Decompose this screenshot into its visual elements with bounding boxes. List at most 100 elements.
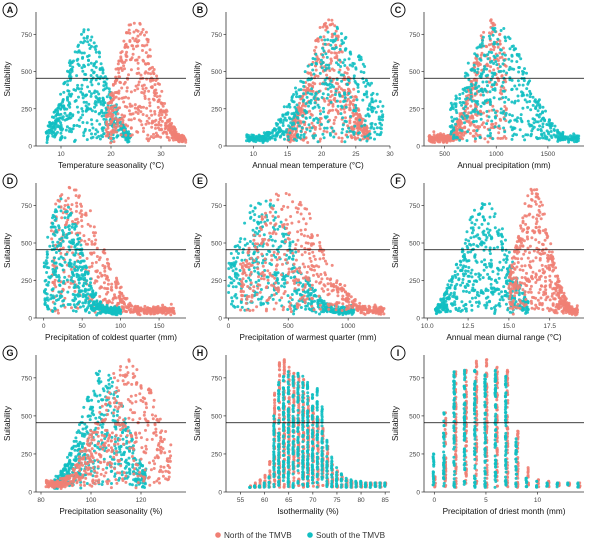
north-point	[303, 104, 307, 108]
south-point	[285, 118, 288, 122]
south-point	[98, 55, 101, 59]
south-point	[104, 311, 108, 315]
north-point	[504, 64, 508, 68]
north-point	[490, 123, 494, 126]
north-point	[54, 202, 58, 206]
north-point	[343, 284, 347, 288]
south-point	[492, 42, 496, 46]
south-point	[47, 280, 51, 284]
north-point	[296, 230, 300, 234]
south-point	[324, 81, 328, 85]
north-point	[248, 273, 252, 277]
north-point	[116, 122, 120, 126]
north-point	[297, 220, 301, 224]
north-point	[148, 101, 152, 105]
south-point	[322, 106, 325, 110]
south-point	[547, 132, 551, 136]
south-point	[320, 123, 323, 126]
south-point	[571, 134, 575, 138]
south-point	[357, 54, 361, 58]
north-point	[93, 242, 96, 246]
south-point	[270, 136, 274, 140]
south-point	[71, 65, 75, 69]
panel-letter: B	[197, 5, 204, 15]
x-axis-label: Temperature seasonality (°C)	[58, 161, 164, 170]
south-point	[229, 265, 233, 269]
south-point	[57, 257, 61, 261]
south-point	[492, 108, 496, 112]
south-point	[229, 252, 233, 255]
north-point	[469, 104, 473, 108]
south-point	[53, 233, 57, 237]
north-point	[169, 313, 173, 317]
south-point	[329, 133, 332, 137]
north-point	[348, 103, 352, 107]
south-point	[363, 65, 367, 68]
south-point	[485, 80, 489, 84]
south-point	[473, 107, 477, 111]
north-point	[123, 114, 127, 118]
north-point	[458, 124, 462, 128]
north-point	[325, 130, 329, 134]
south-point	[52, 116, 56, 119]
north-point	[313, 268, 316, 272]
south-point	[353, 124, 357, 128]
south-point	[481, 35, 485, 39]
south-point	[499, 111, 503, 115]
north-point	[92, 251, 96, 255]
south-point	[98, 307, 102, 310]
south-point	[286, 111, 290, 115]
south-point	[526, 82, 530, 86]
south-point	[86, 85, 90, 89]
south-point	[319, 58, 323, 62]
south-point	[77, 87, 81, 91]
north-point	[143, 71, 147, 75]
north-point	[144, 122, 148, 126]
north-point	[49, 229, 53, 233]
y-tick-label: 500	[409, 69, 420, 76]
south-point	[238, 269, 242, 272]
south-point	[347, 57, 351, 61]
south-point	[374, 122, 377, 126]
south-point	[313, 101, 317, 105]
north-point	[125, 89, 129, 93]
south-point	[462, 111, 466, 115]
south-point	[62, 90, 66, 94]
south-point	[87, 102, 91, 106]
north-point	[67, 285, 71, 289]
south-point	[271, 244, 275, 248]
x-tick-label: 500	[439, 151, 450, 158]
north-point	[304, 222, 308, 226]
south-point	[79, 40, 83, 44]
south-point	[525, 87, 529, 91]
north-point	[307, 82, 311, 86]
south-point	[491, 88, 495, 91]
north-point	[316, 233, 319, 237]
south-point	[235, 249, 239, 253]
north-point	[293, 287, 297, 291]
south-point	[282, 105, 286, 109]
south-point	[476, 102, 480, 106]
south-point	[64, 210, 67, 214]
north-point	[163, 124, 167, 127]
north-point	[286, 205, 290, 209]
south-point	[89, 277, 92, 281]
north-point	[150, 113, 154, 117]
north-point	[144, 51, 148, 55]
south-point	[101, 71, 105, 75]
south-point	[330, 126, 334, 130]
south-point	[544, 109, 547, 113]
south-point	[319, 62, 323, 66]
south-point	[337, 70, 341, 74]
north-point	[498, 32, 502, 36]
south-point	[51, 130, 54, 134]
south-point	[473, 92, 477, 96]
south-point	[323, 38, 327, 42]
north-point	[308, 256, 312, 260]
south-point	[379, 133, 382, 136]
south-point	[254, 140, 258, 144]
south-point	[262, 302, 265, 306]
south-point	[56, 106, 60, 110]
south-point	[330, 47, 334, 50]
y-axis-label: Suitability	[3, 232, 12, 268]
